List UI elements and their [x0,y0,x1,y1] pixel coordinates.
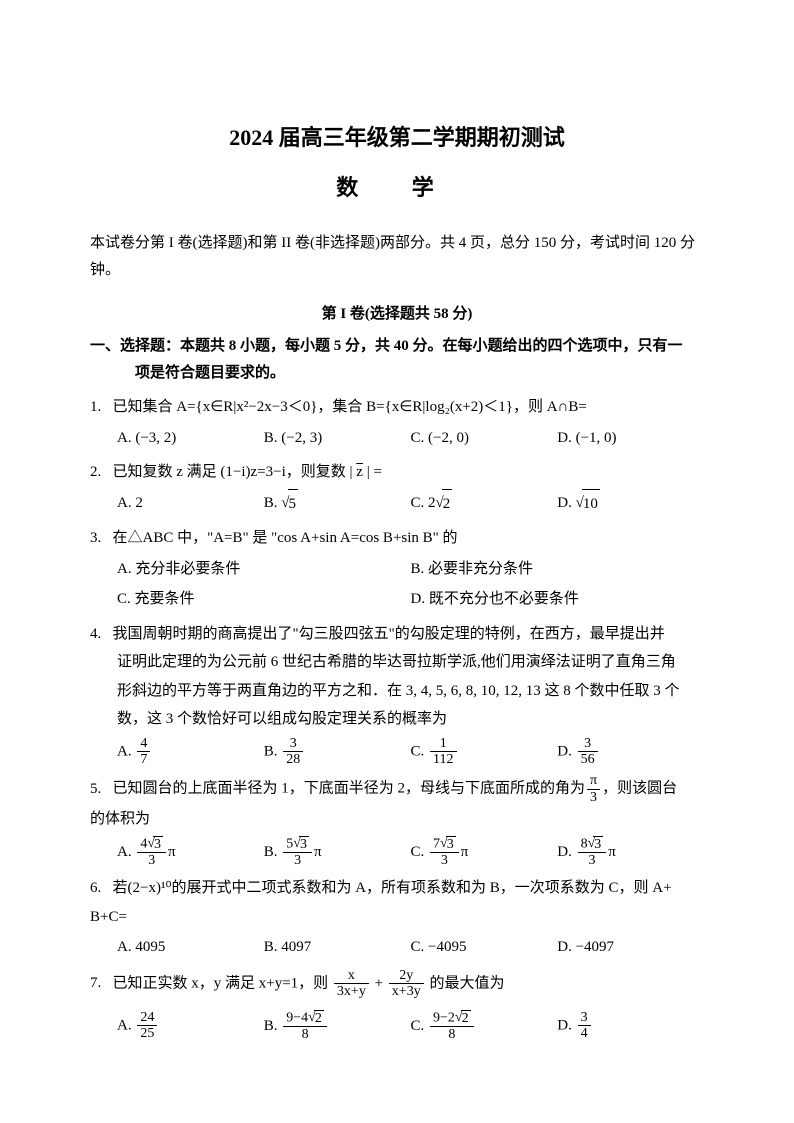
q6-options: A. 4095 B. 4097 C. −4095 D. −4097 [117,933,704,962]
q1-stem: 已知集合 A={x∈R|x²−2x−3＜0}，集合 B={x∈R|log₂(x+… [113,399,587,415]
question-2: 2.已知复数 z 满足 (1−i)z=3−i，则复数 | z | = A. 2 … [90,458,704,518]
q3-options-row2: C. 充要条件 D. 既不充分也不必要条件 [117,585,704,614]
q5-l1-pre: 已知圆台的上底面半径为 1，下底面半径为 2，母线与下底面所成的角为 [113,781,586,797]
q3-stem: 在△ABC 中，"A=B" 是 "cos A+sin A=cos B+sin B… [113,530,458,546]
q5-opt-d: D. 833π [557,836,704,869]
q7-opt-a: A. 2425 [117,1010,264,1043]
q6-opt-a: A. 4095 [117,933,264,962]
question-3: 3.在△ABC 中，"A=B" 是 "cos A+sin A=cos B+sin… [90,524,704,614]
q5-l2: 的体积为 [90,805,704,834]
section-header: 第 I 卷(选择题共 58 分) [90,302,704,323]
q1-opt-c: C. (−2, 0) [411,424,558,453]
q2-opt-d: D. 10 [557,489,704,519]
q5-options: A. 433π B. 533π C. 733π D. 833π [117,836,704,869]
q5-l1-post: ，则该圆台 [602,781,677,797]
q6-number: 6. [90,874,113,903]
q6-opt-b: B. 4097 [264,933,411,962]
q5-opt-b: B. 533π [264,836,411,869]
q3-opt-b: B. 必要非充分条件 [411,555,705,584]
instruction-line1: 一、选择题：本题共 8 小题，每小题 5 分，共 40 分。在每小题给出的四个选… [90,338,683,354]
question-6: 6.若(2−x)¹⁰的展开式中二项式系数和为 A，所有项系数和为 B，一次项系数… [90,874,704,962]
instruction-line2: 项是符合题目要求的。 [135,365,285,381]
q4-l2: 证明此定理的为公元前 6 世纪古希腊的毕达哥拉斯学派,他们用演绎法证明了直角三角 [117,648,704,677]
q7-options: A. 2425 B. 9−428 C. 9−228 D. 34 [117,1010,704,1043]
q3-opt-a: A. 充分非必要条件 [117,555,411,584]
q4-l3: 形斜边的平方等于两直角边的平方之和．在 3, 4, 5, 6, 8, 10, 1… [117,677,704,706]
q6-opt-d: D. −4097 [557,933,704,962]
q7-stem-post: 的最大值为 [426,975,505,991]
q7-opt-d: D. 34 [557,1010,704,1043]
exam-page: 2024 届高三年级第二学期期初测试 数 学 本试卷分第 I 卷(选择题)和第 … [0,0,794,1088]
q1-opt-d: D. (−1, 0) [557,424,704,453]
q4-l1: 我国周朝时期的商高提出了"勾三股四弦五"的勾股定理的特例，在西方，最早提出并 [113,626,665,642]
q1-opt-a: A. (−3, 2) [117,424,264,453]
q2-opt-a: A. 2 [117,489,264,519]
q7-stem-pre: 已知正实数 x，y 满足 x+y=1，则 [113,975,332,991]
q5-number: 5. [90,775,113,804]
q1-options: A. (−3, 2) B. (−2, 3) C. (−2, 0) D. (−1,… [117,424,704,453]
question-5: 5.已知圆台的上底面半径为 1，下底面半径为 2，母线与下底面所成的角为π3，则… [90,773,704,868]
exam-title: 2024 届高三年级第二学期期初测试 [90,120,704,152]
q2-opt-c: C. 22 [411,489,558,519]
q5-opt-a: A. 433π [117,836,264,869]
intro-text: 本试卷分第 I 卷(选择题)和第 II 卷(非选择题)两部分。共 4 页，总分 … [90,230,704,284]
q2-options: A. 2 B. 5 C. 22 D. 10 [117,489,704,519]
q3-opt-c: C. 充要条件 [117,585,411,614]
q4-options: A. 47 B. 328 C. 1112 D. 356 [117,736,704,768]
q4-number: 4. [90,620,113,649]
q3-number: 3. [90,524,113,553]
exam-subject: 数 学 [90,170,704,202]
question-7: 7.已知正实数 x，y 满足 x+y=1，则 x3x+y + 2yx+3y 的最… [90,968,704,1043]
q6-opt-c: C. −4095 [411,933,558,962]
q5-opt-c: C. 733π [411,836,558,869]
q2-stem-post: | = [363,464,382,480]
q7-opt-c: C. 9−228 [411,1010,558,1043]
q2-number: 2. [90,458,113,487]
q1-opt-b: B. (−2, 3) [264,424,411,453]
q4-opt-d: D. 356 [557,736,704,768]
q2-stem-pre: 已知复数 z 满足 (1−i)z=3−i，则复数 | [113,464,357,480]
q2-opt-b: B. 5 [264,489,411,519]
question-1: 1.已知集合 A={x∈R|x²−2x−3＜0}，集合 B={x∈R|log₂(… [90,393,704,452]
q7-opt-b: B. 9−428 [264,1010,411,1043]
q4-opt-c: C. 1112 [411,736,558,768]
q4-opt-a: A. 47 [117,736,264,768]
q3-options-row1: A. 充分非必要条件 B. 必要非充分条件 [117,555,704,584]
q1-number: 1. [90,393,113,422]
section-instruction: 一、选择题：本题共 8 小题，每小题 5 分，共 40 分。在每小题给出的四个选… [90,333,704,387]
q7-number: 7. [90,969,113,998]
q6-l2: B+C= [90,903,704,932]
q4-opt-b: B. 328 [264,736,411,768]
q6-l1: 若(2−x)¹⁰的展开式中二项式系数和为 A，所有项系数和为 B，一次项系数为 … [113,880,672,896]
q4-l4: 数，这 3 个数恰好可以组成勾股定理关系的概率为 [117,705,704,734]
q2-zbar: z [356,464,363,480]
q3-opt-d: D. 既不充分也不必要条件 [411,585,705,614]
question-4: 4.我国周朝时期的商高提出了"勾三股四弦五"的勾股定理的特例，在西方，最早提出并… [90,620,704,768]
